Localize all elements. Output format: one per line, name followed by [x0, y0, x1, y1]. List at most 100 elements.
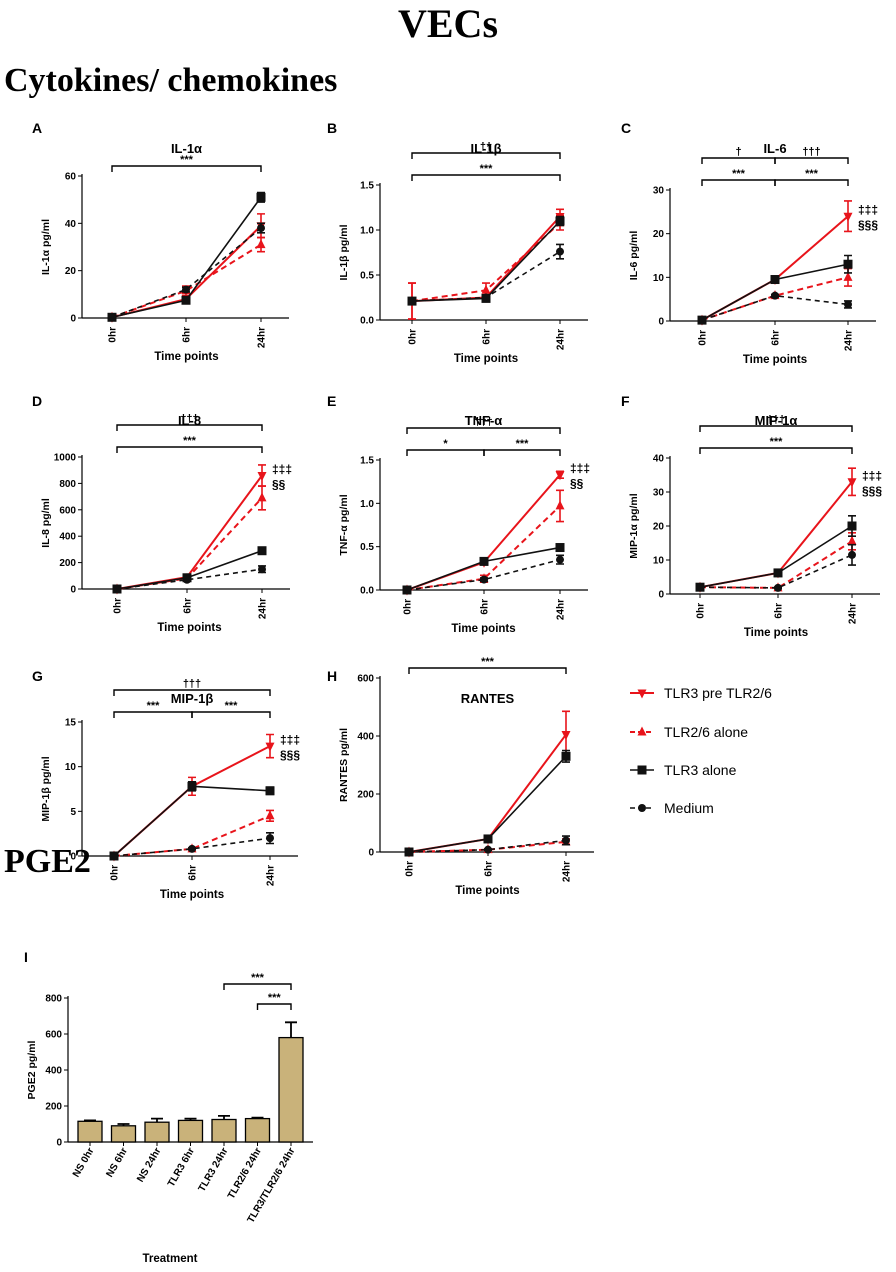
y-tick-label: 1.0: [360, 499, 374, 510]
data-point: [771, 291, 779, 300]
section-title-pge2: PGE2: [4, 843, 91, 880]
x-axis-label: Time points: [455, 885, 519, 897]
chart-panel-c: C IL-6 0 10 20 30 0hr 6hr 24hr Time points IL-6 pg…: [621, 120, 878, 366]
panel-label-a: A: [32, 120, 42, 136]
y-axis-label: TNF-α pg/ml: [338, 494, 350, 555]
data-point: [257, 492, 267, 502]
series-tlr3-pre-tlr2-6: [107, 213, 266, 323]
panel-label-e: E: [327, 393, 336, 409]
chart-panel-e: E TNF-α 0.0 0.5 1.0 1.5 0hr 6hr 24hr Time points T…: [327, 393, 590, 635]
y-tick-label: 0.5: [360, 542, 374, 553]
panel-label-d: D: [32, 393, 42, 409]
y-tick-label: 0: [56, 1138, 62, 1149]
significance-bracket: [411, 152, 561, 159]
significance-bracket: [406, 449, 485, 456]
data-point: [555, 500, 565, 510]
bar: [110, 1125, 137, 1143]
x-tick-label: 6hr: [774, 603, 785, 619]
bar: [211, 1118, 237, 1143]
x-tick-label: TLR2/6 24hr: [226, 1146, 264, 1201]
significance-bracket: [483, 449, 561, 456]
significance-mark: §§§: [858, 218, 878, 232]
significance-bracket: [116, 424, 263, 431]
data-point: [843, 259, 853, 269]
data-point: [408, 297, 416, 306]
x-axis-label: Time points: [744, 627, 808, 639]
significance-label: ***: [481, 656, 495, 668]
data-point: [265, 786, 275, 796]
x-tick-label: 6hr: [771, 330, 782, 346]
significance-bracket: [191, 711, 271, 718]
page-title: VECs: [397, 1, 499, 46]
series-line: [406, 474, 561, 591]
significance-bracket: [113, 689, 271, 696]
data-point: [265, 742, 275, 752]
data-point: [773, 568, 783, 578]
chart-title: IL-6: [763, 141, 786, 156]
series-tlr3-pre-tlr2-6: [697, 200, 853, 326]
series-line: [406, 546, 561, 591]
significance-label: ***: [268, 992, 282, 1004]
legend-label: TLR3 pre TLR2/6: [664, 685, 772, 701]
y-axis-label: IL-1α pg/ml: [40, 219, 52, 275]
x-tick-label: 6hr: [182, 327, 193, 343]
x-tick-label: 24hr: [258, 598, 269, 619]
x-axis-label: Treatment: [143, 1253, 198, 1265]
data-point: [847, 521, 857, 531]
chart-title: TNF-α: [465, 413, 503, 428]
significance-mark: ‡‡‡: [858, 203, 878, 217]
bar: [177, 1119, 204, 1143]
y-tick-label: 40: [653, 454, 665, 465]
data-point: [847, 478, 857, 488]
bar: [278, 1036, 304, 1143]
data-point: [556, 247, 564, 256]
y-tick-label: 30: [653, 186, 665, 197]
significance-label: †††: [767, 414, 785, 426]
error-bar: [251, 1116, 264, 1119]
y-tick-label: 200: [59, 558, 76, 569]
data-point: [403, 586, 411, 594]
chart-panel-b: B IL-1β 0.0 0.5 1.0 1.5 0hr 6hr 24hr Time points I…: [327, 120, 588, 365]
data-point: [561, 751, 571, 761]
y-axis-label: IL-1β pg/ml: [338, 224, 350, 280]
x-tick-label: 0hr: [698, 330, 709, 346]
y-axis-label: MIP-1α pg/ml: [628, 493, 640, 558]
y-tick-label: 5: [70, 807, 76, 818]
significance-mark: §§: [570, 477, 584, 491]
legend-label: Medium: [664, 800, 714, 816]
x-tick-label: 0hr: [405, 861, 416, 877]
x-tick-label: TLR3 24hr: [197, 1146, 231, 1194]
series-tlr3-pre-tlr2-6: [109, 733, 275, 862]
x-tick-label: NS 24hr: [135, 1146, 163, 1184]
series-line: [116, 474, 263, 590]
y-tick-label: 400: [45, 1066, 62, 1077]
y-tick-label: 15: [65, 718, 77, 729]
data-point: [696, 583, 704, 592]
series-line: [408, 733, 567, 853]
series-line: [699, 540, 853, 589]
chart-title: IL-1β: [470, 141, 501, 156]
data-point: [770, 275, 780, 285]
significance-label: ***: [183, 435, 197, 447]
series-line: [113, 814, 271, 857]
y-tick-label: 30: [653, 488, 665, 499]
data-point: [556, 555, 564, 564]
y-tick-label: 20: [653, 229, 665, 240]
y-tick-label: 20: [65, 266, 77, 277]
error-bar: [184, 1117, 197, 1121]
y-axis-label: PGE2 pg/ml: [26, 1040, 38, 1099]
chart-panel-i: I 0 200 400 600 800 PGE2 pg/ml NS 0hr NS 6hr NS 2…: [24, 949, 313, 1265]
significance-bracket: [116, 446, 263, 453]
x-axis-label: Time points: [454, 353, 518, 365]
panel-label-f: F: [621, 393, 630, 409]
x-axis-label: Time points: [451, 623, 515, 635]
series-line: [701, 276, 849, 322]
significance-label: ††: [480, 141, 492, 153]
error-bar: [84, 1119, 96, 1122]
data-point: [843, 271, 853, 281]
significance-mark: §§§: [862, 484, 882, 498]
data-point: [555, 471, 565, 481]
y-tick-label: 0.5: [360, 271, 374, 282]
x-tick-label: 0hr: [696, 603, 707, 619]
y-tick-label: 0: [368, 848, 374, 859]
